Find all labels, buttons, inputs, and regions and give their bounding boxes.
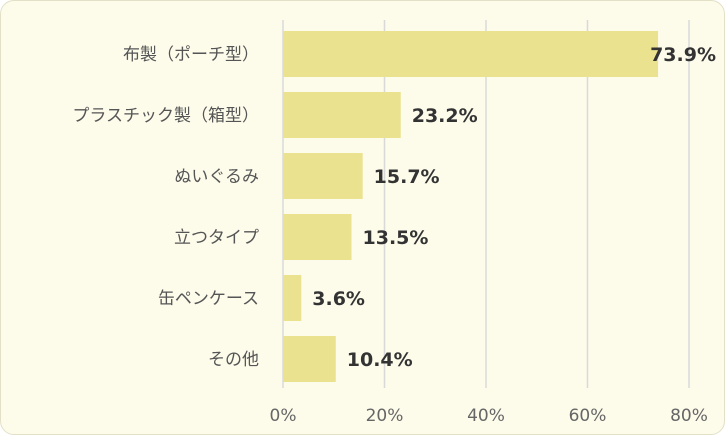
data-label: 15.7% bbox=[374, 166, 440, 188]
category-label: 立つタイプ bbox=[174, 228, 259, 248]
bars bbox=[283, 31, 659, 382]
x-tick-label: 0% bbox=[270, 406, 297, 426]
category-label: プラスチック製（箱型） bbox=[72, 106, 259, 126]
x-tick-label: 40% bbox=[467, 406, 505, 426]
data-label: 23.2% bbox=[412, 105, 478, 127]
data-label: 3.6% bbox=[312, 288, 365, 310]
bar bbox=[283, 92, 401, 138]
data-label: 10.4% bbox=[347, 349, 413, 371]
bar bbox=[283, 336, 336, 382]
bar bbox=[283, 214, 352, 260]
category-label: その他 bbox=[208, 350, 259, 370]
x-tick-label: 20% bbox=[366, 406, 404, 426]
bar bbox=[283, 275, 302, 321]
bar bbox=[283, 153, 363, 199]
bar bbox=[283, 31, 659, 77]
data-label: 73.9% bbox=[650, 44, 716, 66]
category-label: 布製（ポーチ型） bbox=[123, 45, 259, 65]
x-tick-label: 80% bbox=[670, 406, 708, 426]
category-label: ぬいぐるみ bbox=[174, 167, 259, 187]
data-labels: 73.9% 23.2% 15.7% 13.5% 3.6% 10.4% bbox=[312, 44, 716, 371]
category-label: 缶ペンケース bbox=[158, 289, 259, 309]
data-label: 13.5% bbox=[363, 227, 429, 249]
gridlines bbox=[282, 20, 690, 388]
x-tick-label: 60% bbox=[569, 406, 607, 426]
x-axis-ticks: 0% 20% 40% 60% 80% bbox=[270, 406, 708, 426]
